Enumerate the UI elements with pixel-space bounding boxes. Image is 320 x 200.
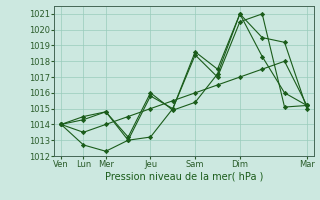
X-axis label: Pression niveau de la mer( hPa ): Pression niveau de la mer( hPa ) — [105, 172, 263, 182]
